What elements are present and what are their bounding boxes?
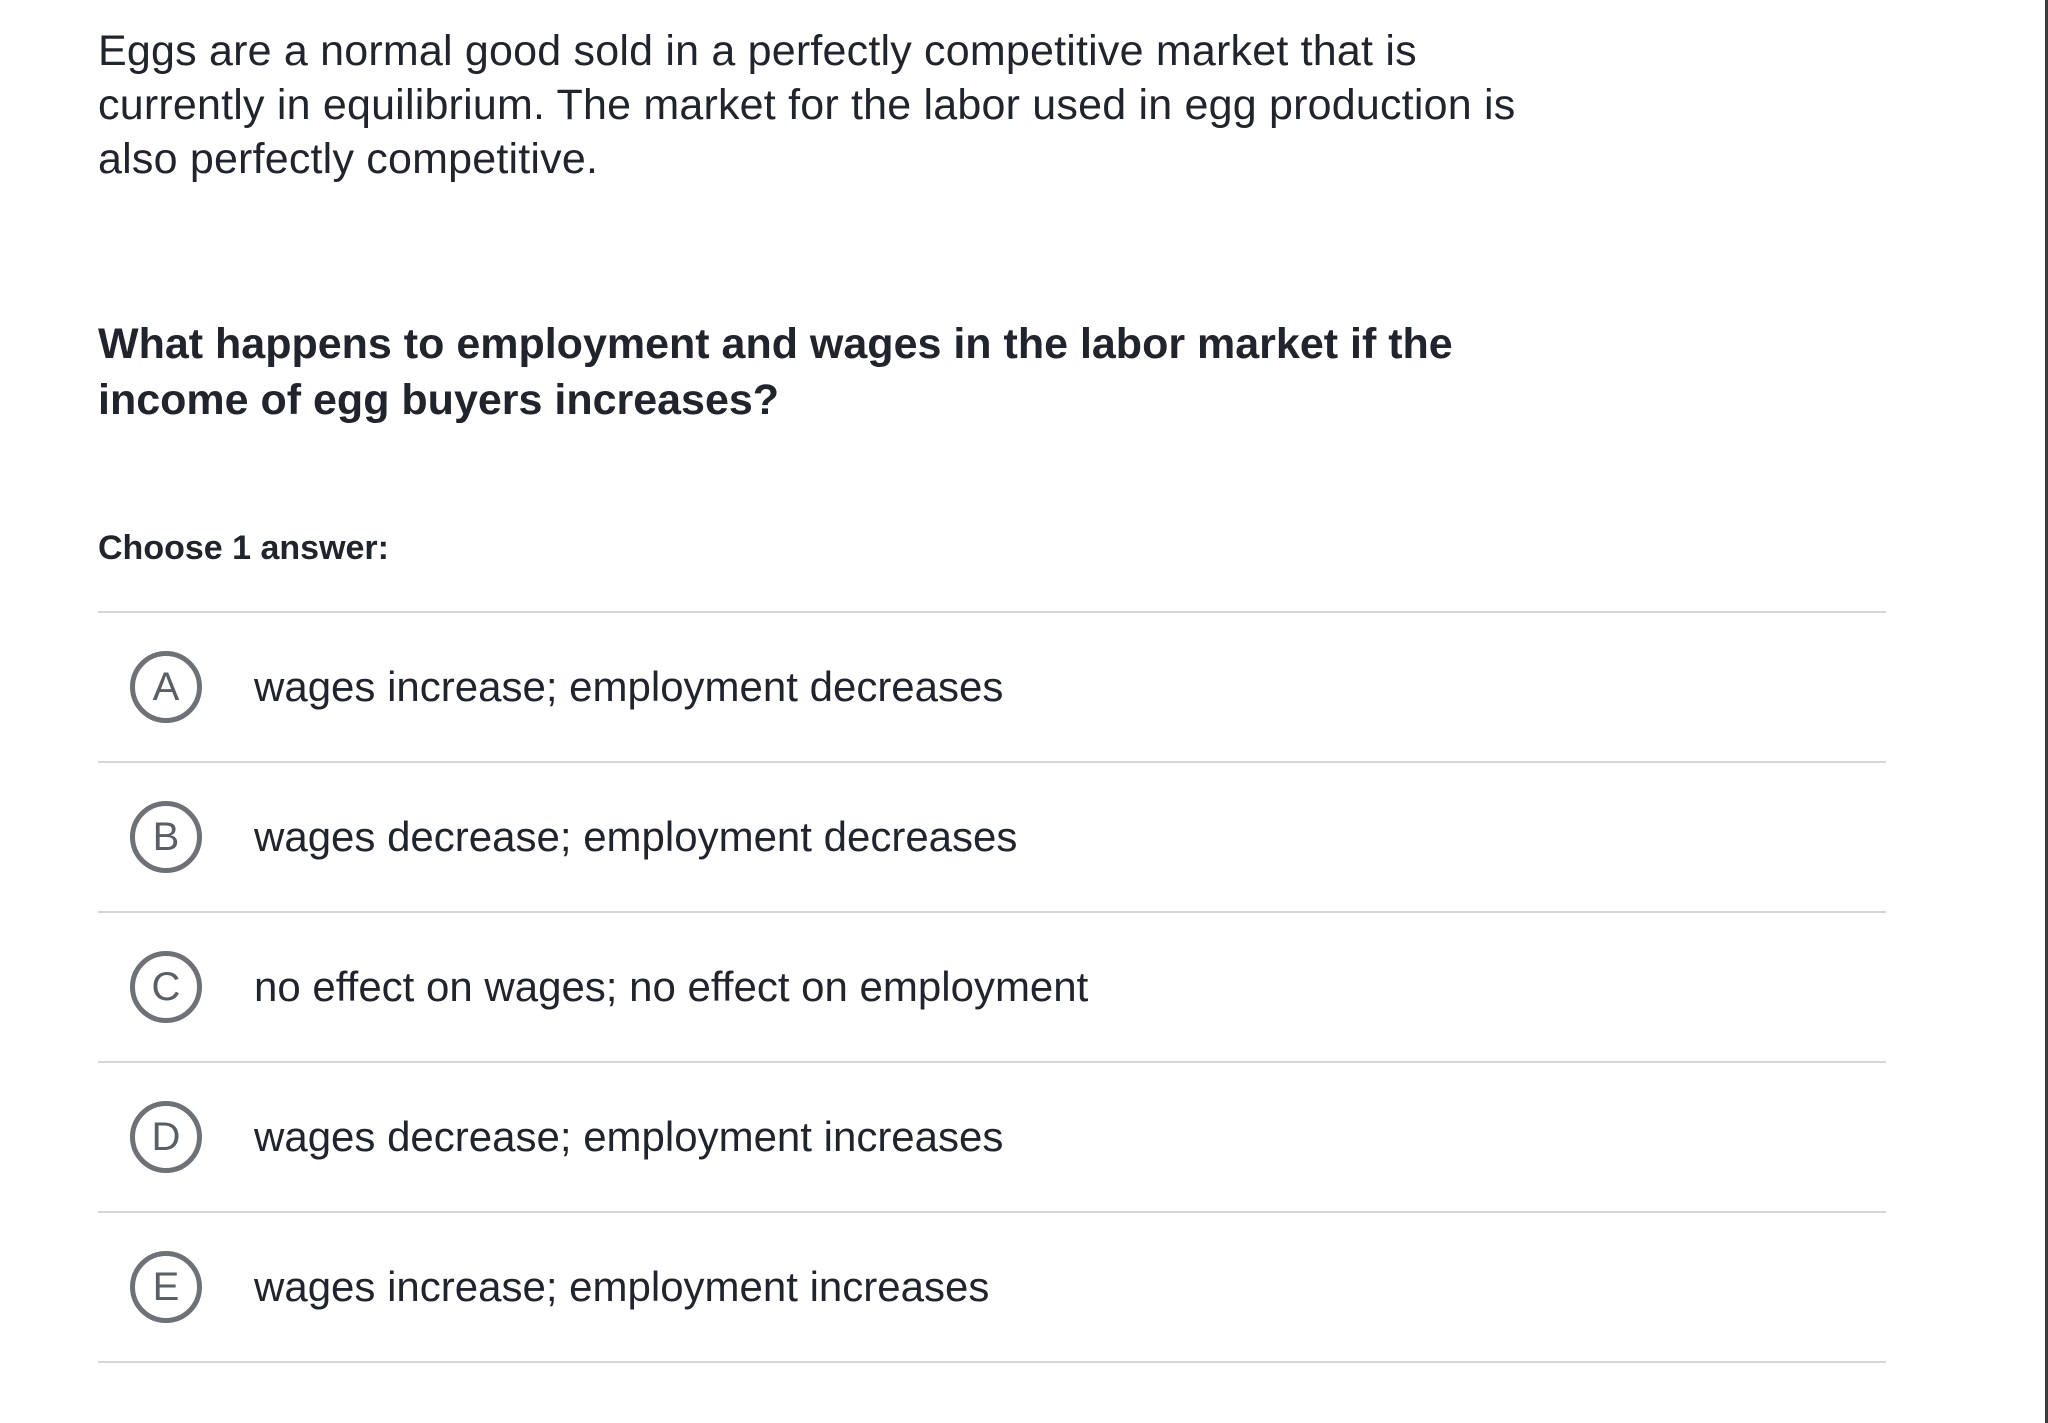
option-letter: E (152, 1265, 180, 1309)
answer-option-a[interactable]: A wages increase; employment decreases (98, 613, 1886, 761)
option-letter: A (152, 665, 180, 709)
option-letter: D (151, 1115, 181, 1159)
option-label: wages decrease; employment increases (254, 1112, 1004, 1160)
window-right-edge (2045, 0, 2048, 1423)
option-label: no effect on wages; no effect on employm… (254, 962, 1089, 1010)
divider (98, 1061, 1886, 1063)
option-letter: C (151, 965, 181, 1009)
option-radio-d[interactable]: D (130, 1101, 202, 1173)
prompt-line: income of egg buyers increases? (98, 376, 780, 424)
divider (98, 1361, 1886, 1363)
divider (98, 611, 1886, 613)
prompt-line: What happens to employment and wages in … (98, 320, 1453, 368)
divider (98, 761, 1886, 763)
option-radio-c[interactable]: C (130, 951, 202, 1023)
option-letter: B (152, 815, 180, 859)
intro-line: Eggs are a normal good sold in a perfect… (98, 27, 1417, 75)
option-radio-b[interactable]: B (130, 801, 202, 873)
option-label: wages decrease; employment decreases (254, 812, 1018, 860)
question-prompt: What happens to employment and wages in … (98, 316, 1886, 428)
option-label: wages increase; employment increases (254, 1262, 990, 1310)
intro-line: also perfectly competitive. (98, 135, 599, 183)
option-radio-a[interactable]: A (130, 651, 202, 723)
quiz-question-panel: Eggs are a normal good sold in a perfect… (98, 0, 1886, 1363)
option-label: wages increase; employment decreases (254, 662, 1004, 710)
answer-option-d[interactable]: D wages decrease; employment increases (98, 1063, 1886, 1211)
intro-line: currently in equilibrium. The market for… (98, 81, 1516, 129)
answer-option-b[interactable]: B wages decrease; employment decreases (98, 763, 1886, 911)
divider (98, 911, 1886, 913)
divider (98, 1211, 1886, 1213)
question-intro: Eggs are a normal good sold in a perfect… (98, 0, 1886, 186)
answer-option-c[interactable]: C no effect on wages; no effect on emplo… (98, 913, 1886, 1061)
choose-answer-label: Choose 1 answer: (98, 529, 389, 567)
answer-option-e[interactable]: E wages increase; employment increases (98, 1213, 1886, 1361)
option-radio-e[interactable]: E (130, 1251, 202, 1323)
